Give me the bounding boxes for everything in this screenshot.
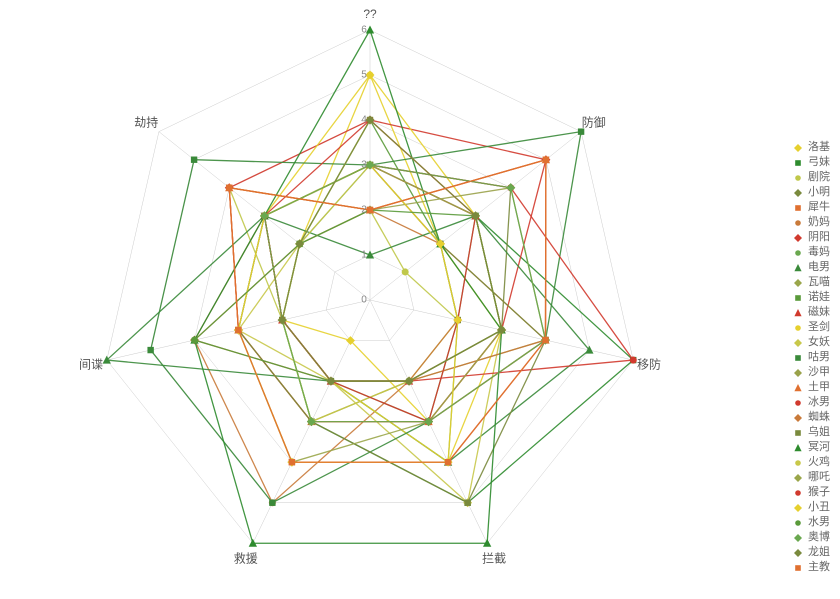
legend-label: 小丑: [808, 500, 830, 515]
legend-label: 奶妈: [808, 215, 830, 230]
legend-label: 犀牛: [808, 200, 830, 215]
tick-label: 4: [361, 115, 367, 126]
legend-item: 哪吒: [792, 470, 830, 485]
legend-label: 磁妹: [808, 305, 830, 320]
legend-label: 小明: [808, 185, 830, 200]
legend-label: 剧院: [808, 170, 830, 185]
legend-item: 磁妹: [792, 305, 830, 320]
tick-label: 6: [361, 25, 367, 36]
legend-item: 冰男: [792, 395, 830, 410]
tick-label: 0: [361, 295, 367, 306]
legend-label: 火鸡: [808, 455, 830, 470]
legend-item: 毒妈: [792, 245, 830, 260]
legend-label: 哪吒: [808, 470, 830, 485]
legend-item: 奥博: [792, 530, 830, 545]
legend-label: 乌姐: [808, 425, 830, 440]
legend-label: 咕男: [808, 350, 830, 365]
legend-item: 咕男: [792, 350, 830, 365]
legend-label: 水男: [808, 515, 830, 530]
legend-label: 龙姐: [808, 545, 830, 560]
legend-item: 女妖: [792, 335, 830, 350]
radar-chart: [0, 0, 840, 599]
legend-item: 诺娃: [792, 290, 830, 305]
axis-label: ??: [363, 7, 376, 21]
legend-item: 小明: [792, 185, 830, 200]
legend-label: 冥河: [808, 440, 830, 455]
legend-label: 沙甲: [808, 365, 830, 380]
legend-label: 瓦喵: [808, 275, 830, 290]
legend-item: 洛基: [792, 140, 830, 155]
axis-label: 救援: [234, 549, 258, 566]
legend-item: 沙甲: [792, 365, 830, 380]
legend-item: 阴阳: [792, 230, 830, 245]
tick-label: 3: [361, 160, 367, 171]
legend-item: 奶妈: [792, 215, 830, 230]
legend-label: 弓妹: [808, 155, 830, 170]
legend-item: 弓妹: [792, 155, 830, 170]
tick-label: 5: [361, 70, 367, 81]
legend-label: 蜘蛛: [808, 410, 830, 425]
axis-label: 劫持: [134, 113, 158, 130]
legend-label: 猴子: [808, 485, 830, 500]
legend-item: 犀牛: [792, 200, 830, 215]
legend-item: 水男: [792, 515, 830, 530]
legend-label: 毒妈: [808, 245, 830, 260]
series-line: [151, 132, 581, 503]
axis-label: 移防: [637, 355, 661, 372]
tick-label: 2: [361, 205, 367, 216]
legend-item: 剧院: [792, 170, 830, 185]
axis-label: 防御: [582, 113, 606, 130]
legend-item: 瓦喵: [792, 275, 830, 290]
legend-label: 诺娃: [808, 290, 830, 305]
legend-item: 土甲: [792, 380, 830, 395]
series-line: [238, 165, 510, 422]
legend-label: 土甲: [808, 380, 830, 395]
legend-item: 龙姐: [792, 545, 830, 560]
legend-label: 洛基: [808, 140, 830, 155]
series-line: [195, 30, 502, 543]
legend-item: 圣剑: [792, 320, 830, 335]
axis-label: 间谍: [79, 355, 103, 372]
axis-label: 拦截: [482, 549, 506, 566]
legend-label: 电男: [808, 260, 830, 275]
legend-item: 主教: [792, 560, 830, 575]
legend-item: 电男: [792, 260, 830, 275]
legend: 洛基弓妹剧院小明犀牛奶妈阴阳毒妈电男瓦喵诺娃磁妹圣剑女妖咕男沙甲土甲冰男蜘蛛乌姐…: [792, 140, 830, 575]
legend-item: 猴子: [792, 485, 830, 500]
legend-label: 主教: [808, 560, 830, 575]
legend-item: 冥河: [792, 440, 830, 455]
legend-item: 乌姐: [792, 425, 830, 440]
legend-label: 阴阳: [808, 230, 830, 245]
legend-label: 圣剑: [808, 320, 830, 335]
legend-item: 小丑: [792, 500, 830, 515]
legend-label: 奥博: [808, 530, 830, 545]
legend-label: 冰男: [808, 395, 830, 410]
legend-item: 火鸡: [792, 455, 830, 470]
legend-item: 蜘蛛: [792, 410, 830, 425]
tick-label: 1: [361, 250, 367, 261]
legend-label: 女妖: [808, 335, 830, 350]
